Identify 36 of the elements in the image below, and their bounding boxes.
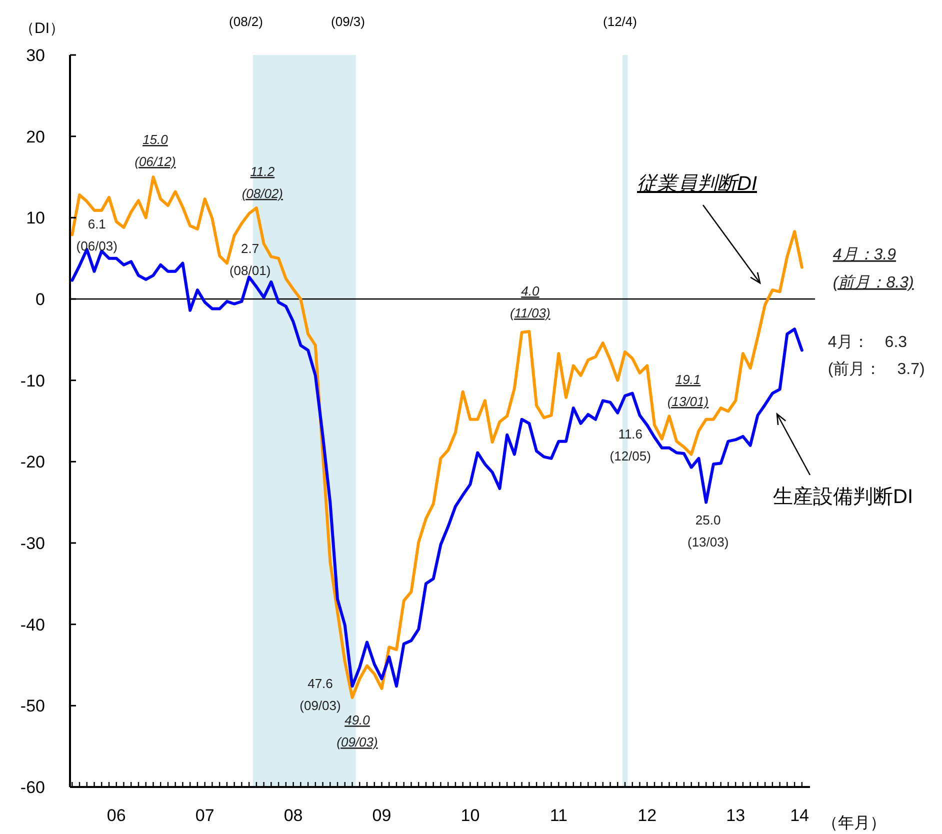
annotation: 4月： 6.3 (前月： 3.7): [828, 334, 925, 378]
annotation: 4.0 (11/03): [510, 284, 550, 321]
annotation: 6.1 (06/03): [76, 216, 118, 254]
annotation: 2.7 (08/01): [229, 241, 271, 278]
y-tick-label: 0: [36, 290, 45, 309]
y-tick-label: 20: [26, 127, 45, 146]
text: (08/2): [229, 14, 263, 29]
x-tick-label: 10: [460, 806, 480, 825]
y-tick-label: -40: [20, 615, 45, 634]
x-tick-label: 13: [726, 806, 746, 825]
y-tick-label: -10: [20, 371, 45, 390]
annotation: 15.0 (06/12): [134, 132, 176, 169]
y-tick-label: -50: [20, 696, 45, 716]
y-tick-label: -60: [20, 778, 45, 797]
annotation: 11.6 (12/05): [610, 426, 651, 464]
x-tick-label: 07: [195, 806, 214, 825]
x-tick-label: 06: [106, 806, 126, 825]
annotation: 19.1 (13/01): [667, 372, 709, 409]
x-axis-title: （年月）: [822, 815, 886, 832]
y-tick-label: -30: [20, 534, 45, 553]
x-tick-label: 12: [638, 806, 657, 825]
text: 生産設備判断DI: [773, 486, 913, 508]
text: (09/3): [331, 14, 365, 29]
y-tick-label: 10: [26, 208, 45, 228]
annotation: 47.6 (09/03): [300, 676, 341, 714]
x-tick-label: 14: [790, 806, 809, 825]
y-tick-label: -20: [20, 452, 45, 472]
x-tick-label: 09: [372, 806, 392, 825]
annotation: 25.0 (13/03): [687, 512, 729, 550]
x-tick-label: 11: [550, 806, 568, 825]
annotation: 49.0 (09/03): [336, 712, 378, 750]
text: (12/4): [603, 14, 637, 29]
y-axis-title: （DI）: [20, 20, 64, 37]
x-tick-label: 08: [284, 806, 303, 825]
annotation: 11.2 (08/02): [242, 164, 284, 201]
y-tick-label: 30: [26, 46, 45, 65]
